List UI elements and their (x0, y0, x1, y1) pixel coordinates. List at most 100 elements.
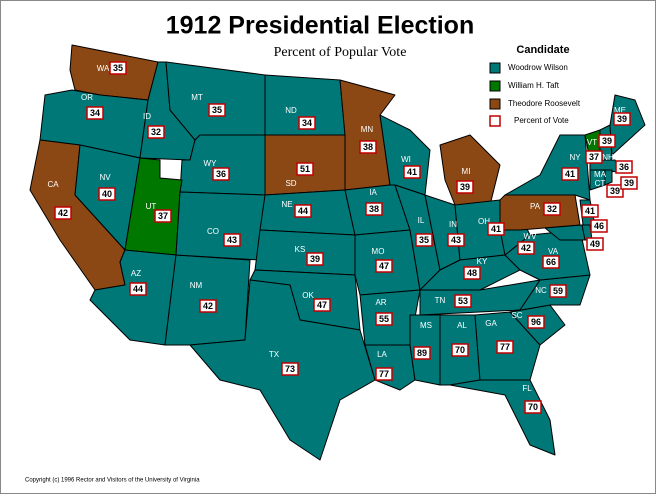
state-abbr: UT (146, 202, 157, 211)
percent-value: 41 (565, 169, 575, 179)
percent-box (581, 204, 599, 218)
state-abbr: FL (522, 384, 532, 393)
percent-value: 40 (102, 189, 112, 199)
percent-box (620, 176, 638, 190)
percent-value: 35 (113, 63, 123, 73)
percent-box (375, 312, 393, 326)
legend: Woodrow Wilson William H. Taft Theodore Ro… (489, 62, 581, 127)
percent-box (212, 167, 230, 181)
percent-box (154, 209, 172, 223)
percent-box (451, 343, 469, 357)
percent-box (415, 233, 433, 247)
percent-box (606, 184, 624, 198)
percent-value: 34 (302, 118, 312, 128)
percent-box (147, 125, 165, 139)
percent-box (129, 282, 147, 296)
percent-box (586, 237, 604, 251)
state-abbr: WA (97, 64, 110, 73)
state-abbr: OH (478, 217, 490, 226)
percent-value: 41 (491, 224, 501, 234)
percent-value: 38 (369, 204, 379, 214)
state-abbr: NC (535, 286, 547, 295)
percent-value: 37 (158, 211, 168, 221)
percent-value: 39 (602, 136, 612, 146)
percent-box (517, 241, 535, 255)
percent-box (615, 160, 633, 174)
state-abbr: IA (369, 188, 377, 197)
percent-value: 77 (379, 369, 389, 379)
state-abbr: LA (377, 350, 387, 359)
state-abbr: WV (524, 232, 538, 241)
state-abbr: AL (457, 321, 467, 330)
percent-value: 39 (617, 114, 627, 124)
legend-swatch (489, 62, 501, 74)
percent-value: 46 (594, 221, 604, 231)
percent-box (447, 233, 465, 247)
percent-box (454, 294, 472, 308)
percent-box (413, 346, 431, 360)
legend-swatch (489, 115, 501, 127)
state-abbr: IL (418, 216, 425, 225)
percent-value: 55 (379, 314, 389, 324)
percent-value: 73 (285, 364, 295, 374)
percent-value: 47 (379, 261, 389, 271)
percent-value: 34 (90, 108, 100, 118)
state-abbr: IN (449, 220, 457, 229)
copyright: Copyright (c) 1996 Rector and Visitors o… (25, 478, 200, 484)
state-abbr: TX (269, 350, 280, 359)
percent-box (463, 266, 481, 280)
state-abbr: PA (530, 202, 541, 211)
percent-value: 59 (553, 286, 563, 296)
percent-value: 70 (528, 402, 538, 412)
state-abbr: RI (636, 178, 644, 187)
state-abbr: KY (477, 257, 488, 266)
percent-value: 39 (310, 254, 320, 264)
state-abbr: AR (375, 298, 386, 307)
state-abbr: GA (485, 319, 497, 328)
legend-label: William H. Taft (508, 81, 560, 90)
state-shape (604, 169, 613, 186)
state-abbr: OR (81, 93, 93, 102)
percent-value: 42 (203, 301, 213, 311)
percent-value: 53 (458, 296, 468, 306)
percent-value: 66 (546, 257, 556, 267)
percent-box (54, 206, 72, 220)
percent-value: 89 (417, 348, 427, 358)
legend-label: Theodore Roosevelt (508, 99, 581, 108)
percent-value: 35 (212, 105, 222, 115)
state-abbr: CT (595, 179, 606, 188)
percent-value: 32 (151, 127, 161, 137)
state-abbr: MN (361, 125, 374, 134)
state-abbr: CO (207, 227, 219, 236)
state-abbr: NJ (601, 208, 611, 217)
state-abbr: TN (435, 296, 446, 305)
percent-box (524, 400, 542, 414)
percent-value: 35 (419, 235, 429, 245)
state-abbr: KS (295, 245, 306, 254)
state-abbr: ME (614, 106, 626, 115)
percent-value: 43 (227, 235, 237, 245)
percent-value: 39 (610, 186, 620, 196)
state-abbr: NH (602, 153, 614, 162)
state-shape (449, 379, 556, 456)
percent-box (585, 150, 603, 164)
percent-box (549, 284, 567, 298)
percent-box (199, 299, 217, 313)
percent-box (98, 187, 116, 201)
percent-value: 32 (547, 204, 557, 214)
percent-value: 42 (58, 208, 68, 218)
percent-value: 47 (317, 300, 327, 310)
state-abbr: SD (285, 179, 296, 188)
state-abbr: MS (420, 321, 432, 330)
state-abbr: MT (191, 93, 203, 102)
percent-box (496, 340, 514, 354)
percent-box (86, 106, 104, 120)
percent-value: 70 (455, 345, 465, 355)
percent-value: 36 (619, 162, 629, 172)
percent-value: 41 (585, 206, 595, 216)
legend-label: Percent of Vote (514, 116, 569, 125)
state-abbr: MO (372, 247, 385, 256)
percent-box (598, 134, 616, 148)
state-abbr: DE (611, 222, 622, 231)
